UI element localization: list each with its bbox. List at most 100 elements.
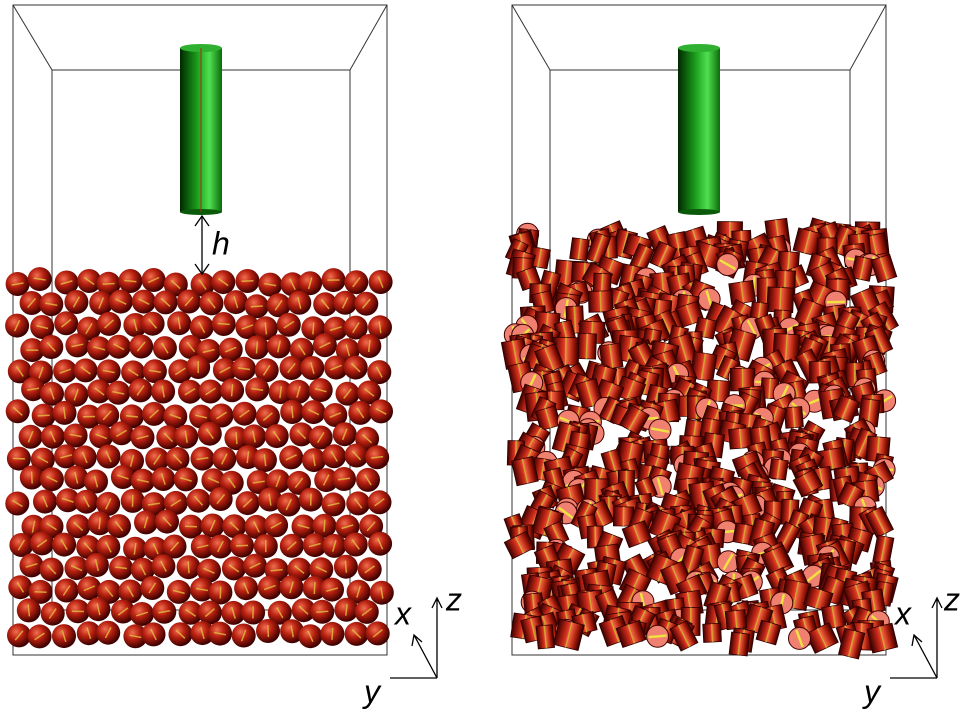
- sphere: [106, 381, 130, 405]
- box-edge: [512, 5, 550, 70]
- sphere: [39, 335, 63, 359]
- intruder-body: [678, 48, 720, 212]
- sphere: [177, 555, 201, 579]
- sphere: [85, 553, 109, 577]
- sphere: [167, 311, 191, 335]
- sphere: [356, 468, 380, 492]
- sphere: [55, 579, 79, 603]
- sphere: [32, 404, 56, 428]
- sphere: [344, 270, 368, 294]
- intruder-right: [678, 44, 720, 215]
- sphere-stripe: [236, 432, 237, 444]
- sphere: [54, 311, 78, 335]
- sphere: [131, 425, 155, 449]
- sphere: [187, 489, 211, 513]
- sphere: [320, 622, 344, 646]
- sphere: [74, 358, 98, 382]
- cylinder: [729, 632, 750, 656]
- sphere: [64, 424, 88, 448]
- sphere-stripe: [38, 415, 50, 416]
- intruder-left: [180, 44, 222, 215]
- sphere: [151, 467, 175, 491]
- sphere: [333, 291, 357, 315]
- sphere-stripe: [268, 625, 269, 637]
- sphere: [186, 355, 210, 379]
- sphere: [41, 425, 65, 449]
- box-edge: [350, 5, 387, 70]
- sphere: [287, 291, 311, 315]
- cylinder: [649, 419, 671, 441]
- sphere: [236, 269, 260, 293]
- sphere: [245, 377, 269, 401]
- sphere: [279, 445, 303, 469]
- sphere: [209, 487, 233, 511]
- axis-label-x: x: [893, 595, 912, 631]
- sphere: [39, 292, 63, 316]
- sphere: [64, 290, 88, 314]
- sphere: [220, 378, 244, 402]
- cylinder-stripe: [586, 334, 587, 359]
- sphere: [201, 514, 225, 538]
- cylinder: [717, 551, 739, 573]
- sphere-stripe: [188, 561, 189, 573]
- sphere: [109, 421, 133, 445]
- sphere: [200, 291, 224, 315]
- axis-label-x: x: [393, 595, 412, 631]
- sphere: [151, 554, 175, 578]
- sphere-stripe: [251, 306, 263, 307]
- sphere: [132, 290, 156, 314]
- intruder-cap: [678, 209, 720, 215]
- sphere: [199, 380, 223, 404]
- cylinder: [725, 610, 747, 630]
- sphere: [152, 600, 176, 624]
- sphere: [299, 488, 323, 512]
- cylinder-stripe: [649, 636, 667, 638]
- sphere: [53, 359, 77, 383]
- sphere: [242, 424, 266, 448]
- sphere: [109, 556, 133, 580]
- sphere: [277, 493, 301, 517]
- sphere: [322, 534, 346, 558]
- intruder-cap: [678, 44, 720, 52]
- sphere: [265, 424, 289, 448]
- sphere: [142, 268, 166, 292]
- sphere: [155, 510, 179, 534]
- sphere: [280, 534, 304, 558]
- sphere: [7, 623, 31, 647]
- sphere: [241, 601, 265, 625]
- sphere: [130, 602, 154, 626]
- sphere: [334, 555, 358, 579]
- sphere: [334, 598, 358, 622]
- sphere: [5, 492, 29, 516]
- x-axis: [412, 635, 437, 678]
- sphere: [153, 336, 177, 360]
- sphere: [65, 333, 89, 357]
- sphere: [198, 422, 222, 446]
- axis-label-y: y: [362, 673, 382, 709]
- sphere: [111, 465, 135, 489]
- sphere: [19, 425, 43, 449]
- sphere: [174, 467, 198, 491]
- axis-label-z: z: [943, 581, 960, 617]
- cylinder: [789, 627, 811, 649]
- sphere: [141, 312, 165, 336]
- gap-label: h: [212, 225, 230, 261]
- sphere: [243, 554, 267, 578]
- sphere: [40, 467, 64, 491]
- box-edge: [13, 5, 52, 70]
- sphere-stripe: [218, 324, 230, 325]
- sphere: [5, 314, 29, 338]
- sphere: [369, 399, 393, 423]
- sphere: [211, 270, 235, 294]
- sphere-stripe: [332, 628, 333, 640]
- sphere: [52, 533, 76, 557]
- sphere: [264, 513, 288, 537]
- sphere: [154, 290, 178, 314]
- sphere: [355, 600, 379, 624]
- cylinder: [767, 287, 794, 313]
- sphere: [224, 290, 248, 314]
- sphere: [96, 621, 120, 645]
- sphere: [40, 558, 64, 582]
- axis-label-z: z: [445, 581, 462, 617]
- sphere: [118, 269, 142, 293]
